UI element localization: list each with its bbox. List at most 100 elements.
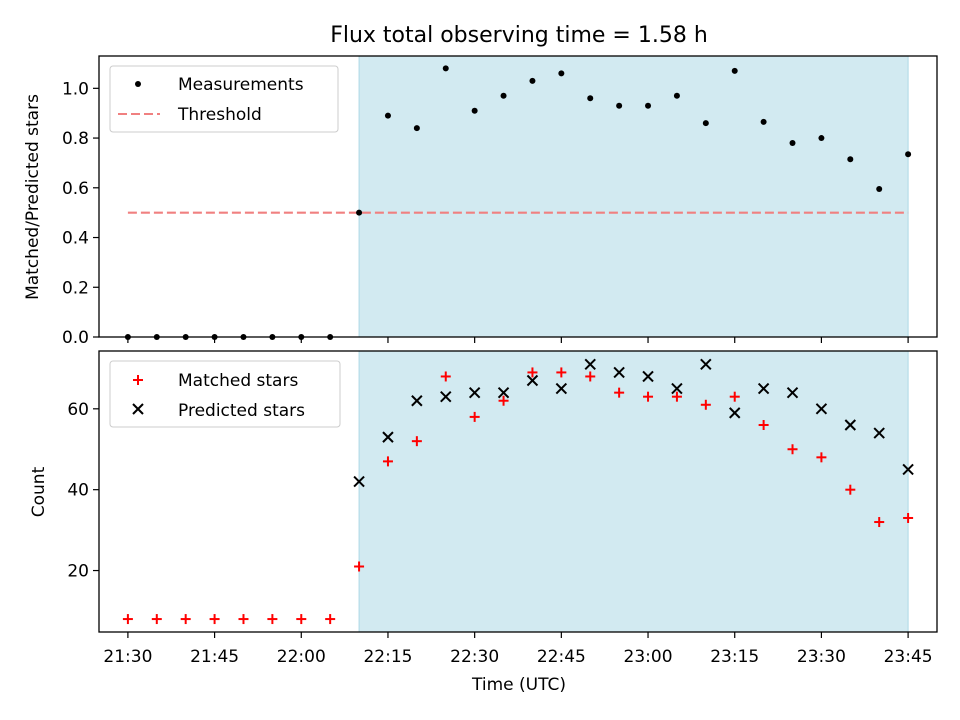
predicted-star-point [671, 382, 683, 395]
chart-title: Flux total observing time = 1.58 h [330, 23, 708, 48]
predicted-star-point [526, 374, 539, 387]
matched-star-point [614, 387, 625, 398]
measurement-point [529, 77, 536, 84]
top-legend: Measurements Threshold [109, 65, 339, 133]
matched-star-point [816, 452, 827, 463]
matched-star-point [238, 614, 249, 625]
predicted-star-point [786, 386, 799, 399]
measurement-point [645, 102, 652, 109]
top-y-tick-label: 0.4 [62, 229, 89, 249]
matched-star-point [845, 484, 856, 495]
predicted-star-point [873, 427, 885, 439]
measurement-point [731, 67, 738, 74]
top-y-tick-label: 0.8 [62, 129, 89, 149]
matched-star-point [556, 367, 567, 378]
measurement-point [384, 112, 391, 119]
bottom-legend-box [109, 360, 341, 428]
legend-measurements-label: Measurements [178, 75, 304, 95]
matched-star-point [729, 391, 740, 402]
predicted-star-point [815, 403, 828, 415]
legend-matched-marker [133, 375, 143, 385]
x-tick-label: 22:45 [537, 647, 586, 667]
legend-threshold-label: Threshold [177, 105, 262, 125]
predicted-star-point [757, 382, 770, 395]
matched-star-point [498, 395, 509, 406]
matched-star-point [469, 411, 480, 422]
top-legend-box [109, 65, 339, 133]
measurement-point [789, 140, 796, 147]
predicted-star-point [497, 386, 510, 399]
bottom-observing-window [359, 351, 909, 632]
legend-matched-label: Matched stars [178, 371, 298, 391]
matched-star-point [122, 614, 133, 625]
predicted-star-point [613, 366, 625, 379]
matched-star-point [411, 436, 422, 447]
top-y-tick-label: 1.0 [62, 79, 89, 99]
measurement-point [616, 102, 623, 109]
matched-star-point [440, 371, 451, 382]
predicted-star-point [584, 358, 596, 371]
top-y-axis-label: Matched/Predicted stars [23, 94, 43, 300]
predicted-star-point [729, 407, 741, 419]
matched-star-point [758, 419, 769, 430]
measurement-point [702, 120, 709, 127]
matched-star-point [267, 614, 278, 625]
matched-star-point [354, 561, 365, 572]
matched-star-point [325, 614, 336, 625]
top-y-tick-label: 0.6 [62, 179, 89, 199]
predicted-star-point [700, 358, 712, 371]
x-tick-label: 22:00 [277, 647, 326, 667]
matched-star-point [903, 512, 914, 523]
measurement-point [905, 151, 912, 158]
measurement-point [356, 209, 363, 216]
matched-star-point [296, 614, 307, 625]
predicted-star-point [844, 419, 857, 431]
x-tick-label: 23:00 [624, 647, 673, 667]
bottom-legend: Matched stars Predicted stars [109, 360, 341, 428]
x-tick-label: 21:30 [103, 647, 152, 667]
bottom-y-tick-label: 60 [67, 400, 89, 420]
top-y-tick-label: 0.0 [62, 328, 89, 348]
predicted-star-point [411, 395, 423, 407]
top-y-tick-label: 0.2 [62, 278, 89, 298]
x-tick-label: 23:30 [797, 647, 846, 667]
bottom-y-tick-label: 20 [67, 562, 89, 582]
predicted-star-point [555, 382, 568, 395]
measurement-point [500, 92, 507, 99]
top-observing-window [359, 56, 909, 337]
measurement-point [760, 118, 767, 125]
matched-star-point [382, 456, 393, 467]
bottom-panel: 20 40 60 21:30 21:45 22:00 22:15 22:30 22:45 23:… [29, 350, 938, 667]
matched-star-point [585, 371, 596, 382]
top-panel-frame [98, 55, 938, 338]
matched-star-point [527, 367, 538, 378]
x-tick-label: 21:45 [190, 647, 239, 667]
measurement-point [558, 70, 565, 77]
predicted-star-point [353, 475, 365, 488]
predicted-star-point [642, 370, 654, 383]
bottom-y-axis-label: Count [29, 466, 49, 517]
matched-star-point [700, 399, 711, 410]
x-tick-label: 22:30 [450, 647, 499, 667]
measurement-point [471, 107, 478, 114]
matched-star-point [643, 391, 654, 402]
matched-star-point [151, 614, 162, 625]
matched-star-point [209, 614, 220, 625]
bottom-y-tick-label: 40 [67, 481, 89, 501]
matched-star-point [180, 614, 191, 625]
measurement-point [876, 186, 883, 193]
top-panel: 0.0 0.2 0.4 0.6 0.8 1.0 Matched/Predicted sta… [23, 55, 938, 348]
predicted-star-point [468, 386, 481, 399]
measurement-point [818, 135, 825, 142]
x-tick-label: 22:15 [363, 647, 412, 667]
predicted-star-point [382, 431, 394, 443]
x-axis-label: Time (UTC) [471, 675, 566, 695]
legend-predicted-label: Predicted stars [178, 401, 305, 421]
matched-star-point [874, 517, 885, 528]
predicted-star-point [902, 463, 914, 476]
predicted-star-point [440, 390, 452, 403]
matched-star-point [671, 391, 682, 402]
measurement-point [673, 92, 680, 99]
measurement-point [587, 95, 594, 102]
matched-star-point [787, 444, 798, 455]
